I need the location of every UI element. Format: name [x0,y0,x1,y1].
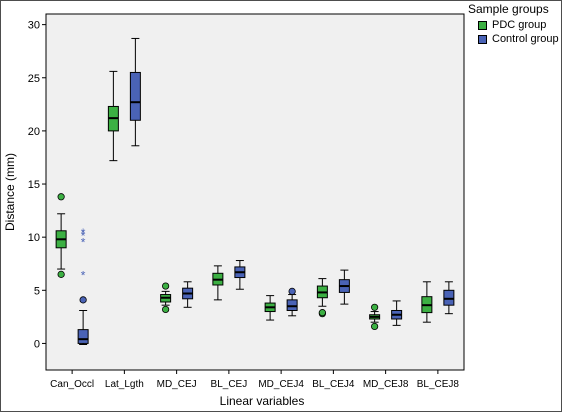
legend-item-pdc-group: PDC group [478,18,560,32]
y-tick-label: 15 [28,179,40,191]
x-axis: Can_Occl Lat_Lgth MD_CEJ BL_CEJ MD_CEJ4 BL_CE… [50,370,459,390]
outlier-point [318,309,326,317]
x-tick-label: MD_CEJ8 [363,379,409,390]
legend-swatch-control-group [478,34,487,44]
y-axis-title: Distance (mm) [3,153,17,231]
legend-label-pdc-group: PDC group [492,19,547,31]
outlier-point [57,193,65,201]
y-tick-label: 0 [34,338,40,350]
boxes-layer: **** [55,37,455,345]
outlier-point [162,282,170,290]
legend-swatch-pdc-group [478,20,487,30]
y-tick-label: 20 [28,126,40,138]
y-tick-label: 5 [34,285,40,297]
box [129,71,141,121]
x-tick-label: BL_CEJ4 [312,379,355,390]
extreme-point: * [81,226,86,240]
outlier-point [57,270,65,278]
outlier-point [162,305,170,314]
legend: Sample groups PDC group Control group [468,2,560,46]
x-tick-label: BL_CEJ [211,379,248,390]
box [77,329,89,344]
x-tick-label: Lat_Lgth [105,379,144,390]
box [286,299,298,311]
outlier-point [371,322,379,331]
extreme-point: * [81,235,86,249]
legend-label-control-group: Control group [492,33,559,45]
outlier-point [371,303,379,311]
extreme-point: * [81,229,86,243]
extreme-point: * [81,268,86,282]
y-tick-label: 10 [28,232,40,244]
y-tick-label: 25 [28,73,40,85]
outlier-point [288,287,296,295]
legend-title: Sample groups [468,2,549,16]
legend-item-control-group: Control group [478,32,560,46]
box [443,289,455,306]
x-tick-label: MD_CEJ4 [258,379,304,390]
x-axis-title: Linear variables [220,394,305,408]
outlier-point [79,296,87,304]
y-axis: 0 5 10 15 20 25 30 [28,20,46,350]
x-tick-label: MD_CEJ [157,379,197,390]
x-tick-label: BL_CEJ8 [417,379,460,390]
y-tick-label: 30 [28,20,40,32]
x-tick-label: Can_Occl [50,379,94,390]
